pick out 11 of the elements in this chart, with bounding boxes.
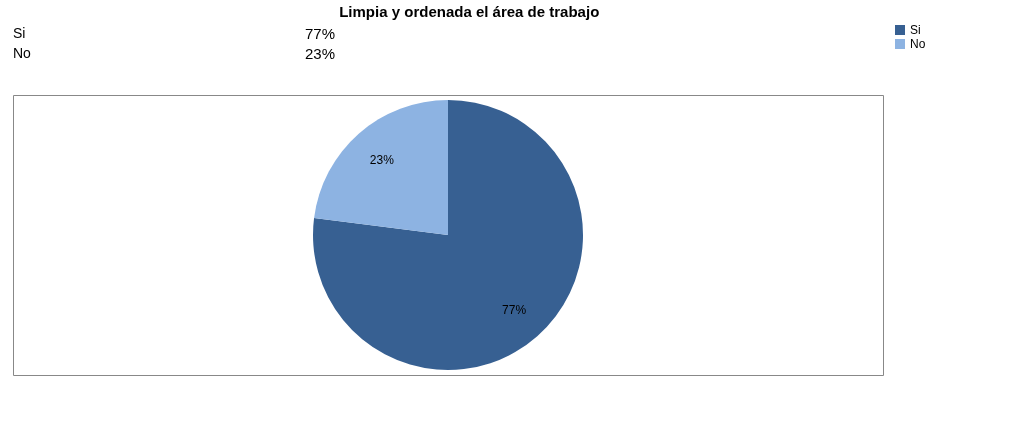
legend-label: Si bbox=[910, 23, 921, 37]
data-label: 77% bbox=[502, 303, 527, 318]
pie-slice bbox=[313, 100, 583, 370]
data-label: 23% bbox=[305, 45, 336, 62]
legend-label: No bbox=[910, 37, 926, 51]
text: 23% bbox=[369, 152, 394, 167]
chart-title: Limpia y ordenada el área de trabajo bbox=[339, 3, 600, 20]
pie-slice bbox=[314, 100, 448, 235]
text: 77% bbox=[305, 25, 336, 42]
category-label: No bbox=[13, 45, 31, 61]
category-label: Si bbox=[13, 25, 26, 41]
